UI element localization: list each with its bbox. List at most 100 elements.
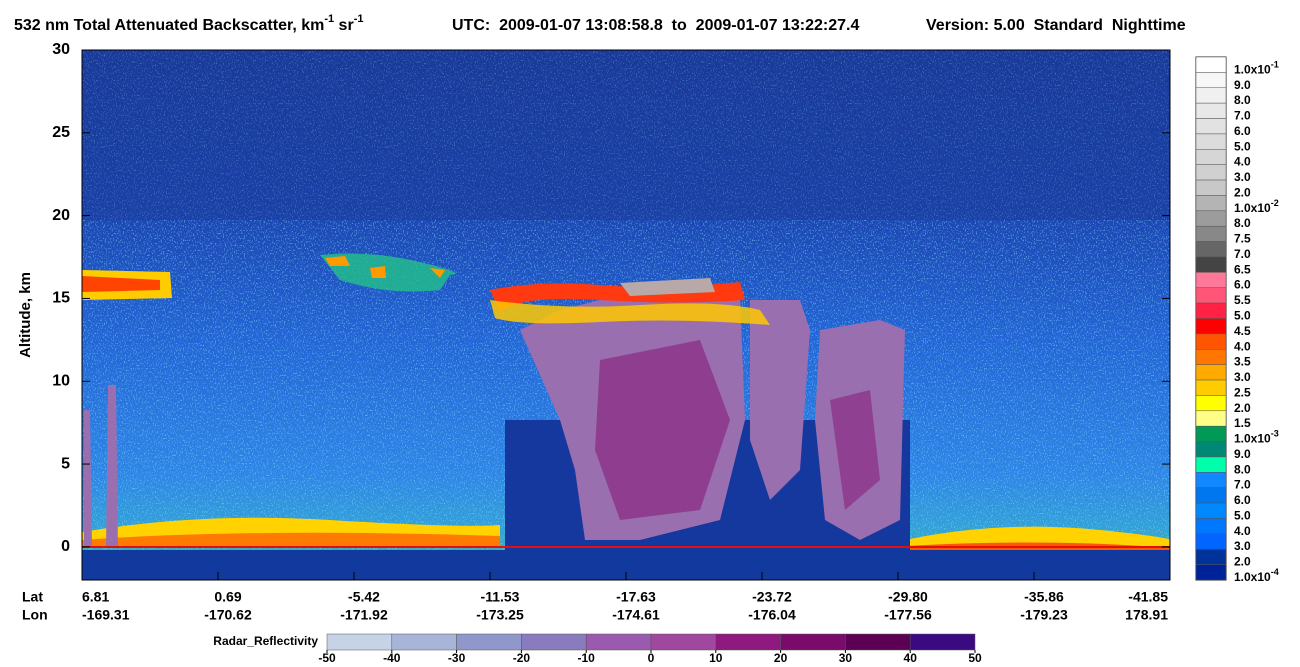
colorbar-label: 9.0 — [1234, 78, 1251, 92]
colorbar-label: 6.0 — [1234, 493, 1251, 507]
colorbar-label-text: 4.0 — [1234, 524, 1251, 538]
title-exp: -1 — [324, 13, 334, 25]
colorbar-label: 3.0 — [1234, 370, 1251, 384]
x-tick-label: -5.42 — [348, 589, 380, 605]
radar-tick-label: 50 — [968, 651, 982, 665]
colorbar-swatch — [1195, 364, 1227, 381]
colorbar-label: 9.0 — [1234, 447, 1251, 461]
x-tick-label: -174.61 — [612, 607, 660, 623]
colorbar-label: 1.5 — [1234, 416, 1251, 430]
colorbar-label: 8.0 — [1234, 93, 1251, 107]
cirrus — [82, 276, 160, 292]
colorbar-label: 2.0 — [1234, 401, 1251, 415]
colorbar-label-text: 2.5 — [1234, 386, 1251, 400]
cloud — [84, 385, 118, 548]
radar-colorbar-swatch — [391, 633, 457, 651]
colorbar-label: 3.5 — [1234, 355, 1251, 369]
upper-layer — [82, 50, 1170, 220]
cirrus-top — [620, 278, 715, 296]
colorbar-label: 7.0 — [1234, 247, 1251, 261]
x-tick-label: -179.23 — [1020, 607, 1068, 623]
x-tick-label: -17.63 — [616, 589, 656, 605]
colorbar-label: 4.0 — [1234, 524, 1251, 538]
colorbar-label: 4.0 — [1234, 155, 1251, 169]
colorbar-label-text: 6.0 — [1234, 493, 1251, 507]
cirrus — [320, 253, 456, 292]
colorbar-swatch — [1195, 564, 1227, 581]
radar-tick-label: -10 — [578, 651, 596, 665]
y-tick-label: 30 — [52, 41, 70, 58]
colorbar-swatch — [1195, 456, 1227, 473]
colorbar-swatch — [1195, 518, 1227, 535]
colorbar-label-text: 1.5 — [1234, 416, 1251, 430]
colorbar-label-text: 5.5 — [1234, 293, 1251, 307]
colorbar-swatch — [1195, 272, 1227, 288]
radar-colorbar-swatch — [715, 633, 781, 651]
boundary-layer — [82, 532, 500, 548]
colorbar-swatch — [1195, 210, 1227, 227]
x-tick-label: 6.81 — [82, 589, 109, 605]
colorbar-label-text: 3.0 — [1234, 370, 1251, 384]
colorbar-label-text: 1.0x10 — [1234, 63, 1271, 77]
x-tick-label: -171.92 — [340, 607, 388, 623]
cloud — [750, 300, 810, 500]
colorbar-swatch — [1195, 102, 1227, 119]
x-tick-label: -41.85 — [1128, 589, 1168, 605]
colorbar-swatch — [1195, 441, 1227, 458]
x-tick-label: 0.69 — [214, 589, 241, 605]
y-tick-label: 10 — [52, 372, 70, 389]
surface-line — [82, 546, 1170, 548]
colorbar-label-exp: -1 — [1271, 60, 1279, 70]
colorbar-swatch — [1195, 225, 1227, 242]
colorbar-label-text: 4.5 — [1234, 324, 1251, 338]
x-row-label: Lon — [22, 607, 48, 623]
colorbar-label-text: 1.0x10 — [1234, 432, 1271, 446]
colorbar-label: 2.0 — [1234, 186, 1251, 200]
colorbar-label-text: 3.0 — [1234, 170, 1251, 184]
colorbar-swatch — [1195, 487, 1227, 504]
colorbar-label-text: 2.0 — [1234, 401, 1251, 415]
title-unit: sr — [334, 17, 354, 34]
x-tick-label: -173.25 — [476, 607, 524, 623]
time-range: UTC: 2009-01-07 13:08:58.8 to 2009-01-07… — [452, 17, 859, 34]
colorbar-swatch — [1195, 149, 1227, 165]
colorbar-label-text: 4.0 — [1234, 155, 1251, 169]
x-tick-label: 178.91 — [1125, 607, 1168, 623]
colorbar-swatch — [1195, 256, 1227, 273]
colorbar-label-text: 8.0 — [1234, 462, 1251, 476]
colorbar-label: 7.0 — [1234, 478, 1251, 492]
colorbar-swatch — [1195, 425, 1227, 442]
radar-colorbar-swatch — [650, 633, 717, 651]
radar-tick-label: -40 — [383, 651, 401, 665]
colorbar-swatch — [1195, 133, 1227, 150]
radar-tick-label: -20 — [513, 651, 531, 665]
colorbar-label-text: 4.0 — [1234, 339, 1251, 353]
version: Version: 5.00 Standard Nighttime — [926, 17, 1186, 34]
colorbar-swatch — [1195, 287, 1227, 304]
colorbar-label: 7.0 — [1234, 109, 1251, 123]
colorbar-swatch — [1195, 164, 1227, 181]
colorbar-swatch — [1195, 502, 1227, 519]
y-tick-label: 20 — [52, 207, 70, 224]
colorbar-label: 1.0x10-3 — [1234, 429, 1279, 446]
colorbar-swatch — [1195, 241, 1227, 258]
colorbar-label-text: 7.0 — [1234, 109, 1251, 123]
x-tick-label: -11.53 — [481, 589, 520, 605]
colorbar-label: 1.0x10-2 — [1234, 198, 1279, 215]
colorbar-swatch — [1195, 349, 1227, 365]
colorbar-label: 5.5 — [1234, 293, 1251, 307]
colorbar-label: 2.5 — [1234, 386, 1251, 400]
x-tick-label: -29.80 — [888, 589, 928, 605]
colorbar-label-text: 3.0 — [1234, 539, 1251, 553]
colorbar-label-text: 9.0 — [1234, 78, 1251, 92]
colorbar-label: 6.0 — [1234, 124, 1251, 138]
colorbar-label-text: 6.0 — [1234, 124, 1251, 138]
colorbar-label-text: 5.0 — [1234, 139, 1251, 153]
colorbar-swatch — [1195, 395, 1227, 412]
colorbar-label-exp: -3 — [1271, 429, 1279, 439]
backscatter-image — [82, 50, 1170, 580]
colorbar-label-text: 7.0 — [1234, 247, 1251, 261]
cirrus — [325, 256, 445, 278]
colorbar-label-text: 3.5 — [1234, 355, 1251, 369]
